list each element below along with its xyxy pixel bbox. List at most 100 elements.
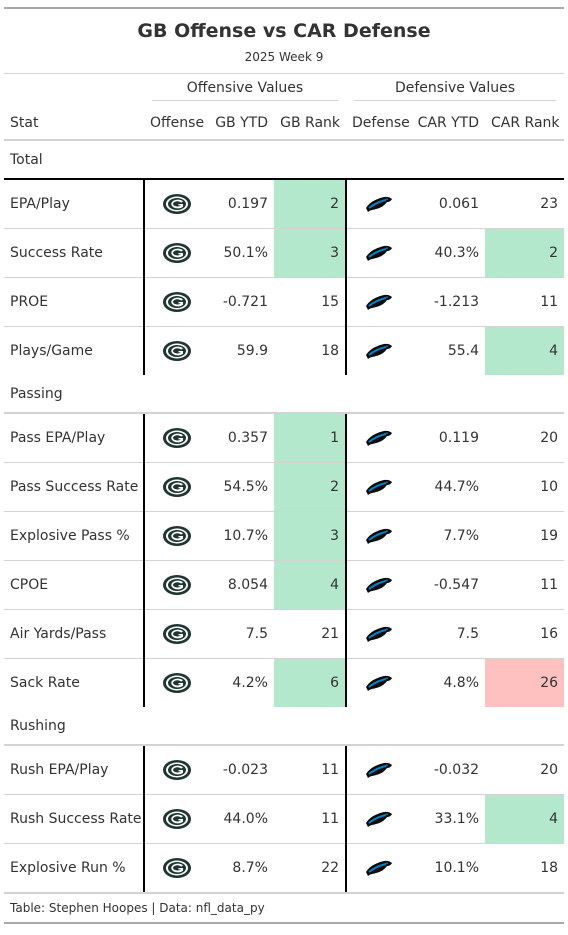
offense-logo-cell bbox=[143, 277, 209, 327]
table-row: Plays/Game 59.9 18 55.4 4 bbox=[4, 326, 565, 375]
offense-logo-cell bbox=[143, 462, 209, 512]
defense-logo-cell bbox=[345, 277, 412, 327]
packers-logo-icon bbox=[163, 624, 191, 644]
defense-logo-cell bbox=[345, 462, 412, 512]
gb-rank-cell: 15 bbox=[274, 277, 347, 327]
packers-logo-icon bbox=[163, 341, 191, 361]
gb-rank-cell: 11 bbox=[321, 762, 340, 778]
defense-logo-cell bbox=[345, 609, 412, 659]
offense-logo-cell bbox=[143, 794, 209, 844]
col-header-offense: Offense bbox=[144, 107, 209, 141]
stat-name-cell: Plays/Game bbox=[4, 326, 144, 375]
panthers-logo-icon bbox=[366, 860, 393, 876]
packers-logo-icon bbox=[163, 243, 191, 263]
stat-name-cell: Explosive Run % bbox=[4, 843, 144, 892]
stat-name-cell: CPOE bbox=[4, 560, 144, 610]
panthers-logo-icon bbox=[366, 577, 393, 593]
col-header-car-ytd: CAR YTD bbox=[411, 107, 486, 141]
gt-table-container: GB Offense vs CAR Defense 2025 Week 9 Of… bbox=[4, 7, 565, 924]
spanner-defensive-values: Defensive Values bbox=[346, 74, 564, 107]
panthers-logo-icon bbox=[366, 245, 393, 261]
car-ytd-cell: 33.1% bbox=[411, 794, 486, 844]
spanner-offensive-values: Offensive Values bbox=[144, 74, 346, 107]
panthers-logo-icon bbox=[366, 626, 393, 642]
car-ytd-cell: 55.4 bbox=[411, 326, 486, 375]
table-row: EPA/Play 0.197 2 0.061 23 bbox=[4, 179, 564, 229]
car-rank-cell: 20 bbox=[540, 762, 559, 778]
car-rank-cell: 2 bbox=[485, 228, 565, 278]
offense-logo-cell bbox=[143, 179, 209, 229]
offense-logo-cell bbox=[143, 560, 209, 610]
group-row-rushing: Rushing bbox=[4, 707, 565, 746]
offense-logo-cell bbox=[143, 326, 209, 375]
group-label: Rushing bbox=[4, 707, 565, 746]
gb-rank-cell: 2 bbox=[274, 179, 347, 229]
gb-rank-cell: 6 bbox=[274, 658, 347, 707]
gb-ytd-cell: -0.721 bbox=[209, 277, 274, 327]
defense-logo-cell bbox=[345, 658, 412, 707]
car-ytd-cell: -0.547 bbox=[411, 560, 486, 610]
gb-rank-cell: 21 bbox=[274, 609, 347, 659]
stat-name-cell: PROE bbox=[4, 277, 144, 327]
stat-name-cell: Success Rate bbox=[4, 228, 144, 278]
gb-ytd-cell: 7.5 bbox=[209, 609, 274, 659]
packers-logo-icon bbox=[163, 477, 191, 497]
defense-logo-cell bbox=[345, 326, 412, 375]
gb-ytd-cell: 8.7% bbox=[209, 843, 274, 892]
stats-table: Offensive Values Defensive Values Stat O… bbox=[4, 74, 565, 892]
car-ytd-cell: 10.1% bbox=[411, 843, 486, 892]
table-row: Pass EPA/Play 0.357 1 0.119 20 bbox=[4, 413, 564, 463]
stat-name-cell: Sack Rate bbox=[4, 658, 144, 707]
spanner-empty bbox=[4, 74, 144, 107]
panthers-logo-icon bbox=[366, 762, 393, 778]
table-row: Sack Rate 4.2% 6 4.8% 26 bbox=[4, 658, 565, 707]
gb-ytd-cell: 54.5% bbox=[209, 462, 274, 512]
table-row: CPOE 8.054 4 -0.547 11 bbox=[4, 560, 565, 610]
defense-logo-cell bbox=[345, 179, 412, 229]
gb-ytd-cell: 50.1% bbox=[209, 228, 274, 278]
offense-logo-cell bbox=[143, 658, 209, 707]
defense-logo-cell bbox=[345, 511, 412, 561]
car-rank-cell: 19 bbox=[485, 511, 565, 561]
gb-ytd-cell: 59.9 bbox=[209, 326, 274, 375]
packers-logo-icon bbox=[163, 194, 191, 214]
car-ytd-cell: 0.061 bbox=[438, 196, 480, 212]
bottom-rule bbox=[4, 922, 564, 924]
car-rank-cell: 23 bbox=[540, 196, 559, 212]
panthers-logo-icon bbox=[366, 343, 393, 359]
car-ytd-cell: 44.7% bbox=[411, 462, 486, 512]
defense-logo-cell bbox=[345, 560, 412, 610]
top-rule bbox=[4, 7, 564, 9]
gb-ytd-cell: -0.023 bbox=[222, 762, 268, 778]
stat-name-cell: Air Yards/Pass bbox=[4, 609, 144, 659]
car-ytd-cell: 0.119 bbox=[438, 430, 480, 446]
group-label: Passing bbox=[4, 375, 565, 414]
car-rank-cell: 16 bbox=[485, 609, 565, 659]
gb-ytd-cell: 10.7% bbox=[209, 511, 274, 561]
gb-rank-cell: 11 bbox=[274, 794, 347, 844]
panthers-logo-icon bbox=[366, 528, 393, 544]
col-header-gb-rank: GB Rank bbox=[274, 107, 347, 141]
table-subtitle: 2025 Week 9 bbox=[244, 50, 324, 64]
car-ytd-cell: 4.8% bbox=[411, 658, 486, 707]
offense-logo-cell bbox=[143, 228, 209, 278]
car-rank-cell: 10 bbox=[485, 462, 565, 512]
packers-logo-icon bbox=[163, 292, 191, 312]
table-row: Air Yards/Pass 7.5 21 7.5 16 bbox=[4, 609, 565, 659]
column-header-row: Stat Offense GB YTD GB Rank Defense CAR … bbox=[4, 107, 565, 141]
col-header-car-rank: CAR Rank bbox=[485, 107, 565, 141]
packers-logo-icon bbox=[163, 673, 191, 693]
offense-logo-cell bbox=[143, 745, 209, 795]
table-source-note: Table: Stephen Hoopes | Data: nfl_data_p… bbox=[4, 892, 564, 922]
col-header-stat: Stat bbox=[4, 107, 144, 141]
car-ytd-cell: 40.3% bbox=[411, 228, 486, 278]
group-row-passing: Passing bbox=[4, 375, 565, 414]
car-rank-cell: 20 bbox=[540, 430, 559, 446]
gb-rank-cell: 2 bbox=[274, 462, 347, 512]
col-header-gb-ytd: GB YTD bbox=[209, 107, 274, 141]
offense-logo-cell bbox=[143, 609, 209, 659]
stat-name-cell: Rush Success Rate bbox=[4, 794, 144, 844]
packers-logo-icon bbox=[163, 428, 191, 448]
defense-logo-cell bbox=[345, 745, 412, 795]
panthers-logo-icon bbox=[366, 196, 393, 212]
